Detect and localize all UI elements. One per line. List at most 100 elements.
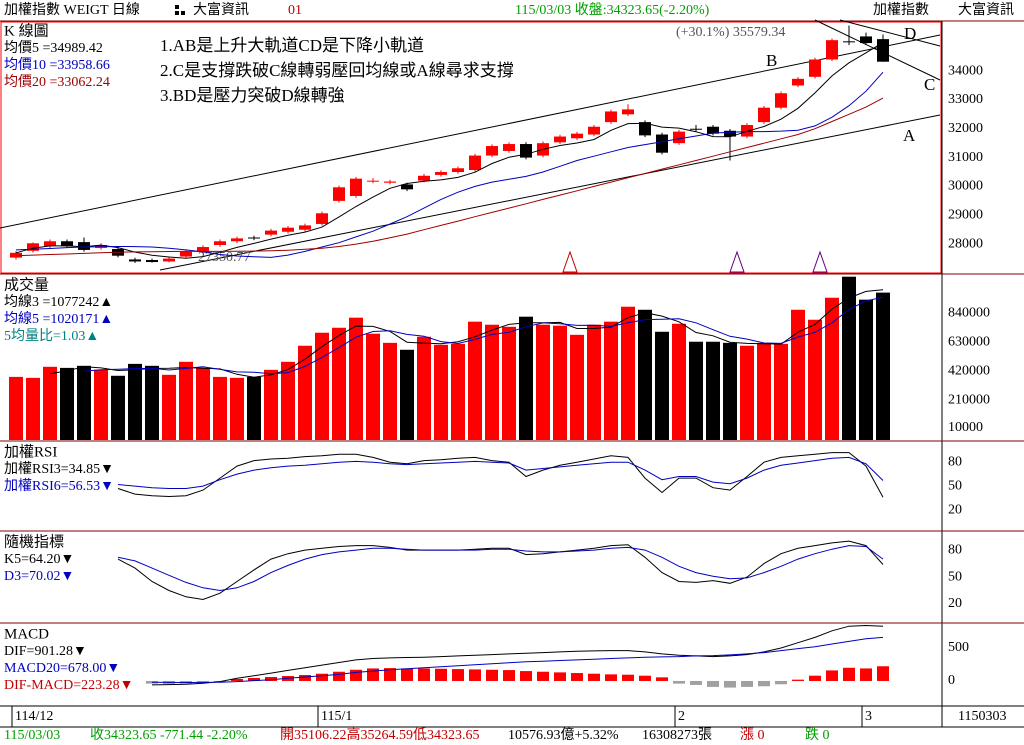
volume-bar: [740, 345, 754, 440]
macd-bar: [469, 669, 481, 681]
legend-entry: 加權RSI3=34.85▼: [4, 461, 114, 477]
macd-bar: [605, 674, 617, 681]
legend-entry: 加權RSI6=56.53▼: [4, 478, 114, 494]
volume-bar: [315, 332, 329, 440]
footer-down: 跌 0: [805, 727, 830, 743]
legend-entry: 均線3 =1077242▲: [4, 294, 113, 310]
line-label: A: [903, 126, 916, 145]
y-tick-label: 50: [948, 478, 962, 493]
header-vendor: 大富資訊: [193, 1, 249, 18]
candle-body: [503, 144, 515, 151]
volume-bar: [230, 377, 244, 440]
macd-bar: [690, 680, 702, 685]
candle-body: [316, 213, 328, 224]
volume-bar: [587, 324, 601, 440]
candle-body: [588, 126, 600, 135]
panel-title: 成交量: [4, 275, 49, 293]
volume-bar: [43, 366, 57, 440]
icon: [175, 11, 179, 15]
legend-entry: 均價5 =34989.42: [4, 39, 103, 56]
volume-bar: [179, 361, 193, 440]
candle-body: [333, 187, 345, 201]
x-last-label: 1150303: [958, 709, 1006, 724]
y-tick-label: 30000: [948, 179, 983, 194]
footer-up: 漲 0: [740, 727, 765, 743]
candle-body: [724, 130, 736, 137]
candle-body: [163, 258, 175, 262]
legend-entry: 5均量比=1.03▲: [4, 328, 99, 344]
macd-bar: [639, 675, 651, 681]
candle-body: [792, 78, 804, 86]
volume-bar: [298, 345, 312, 440]
candle-body: [265, 230, 277, 235]
y-tick-label: 20: [948, 502, 962, 517]
macd-bar: [673, 680, 685, 684]
candle-body: [384, 181, 396, 183]
y-tick-label: 210000: [948, 392, 990, 407]
volume-bar: [434, 344, 448, 440]
candle-body: [775, 93, 787, 108]
panel-title: 隨機指標: [4, 533, 64, 550]
volume-bar: [655, 331, 669, 440]
y-tick-label: 500: [948, 640, 969, 655]
candle-body: [571, 133, 583, 139]
y-tick-label: 31000: [948, 150, 983, 165]
volume-bar: [672, 323, 686, 440]
volume-bar: [757, 342, 771, 440]
x-tick-label: 3: [865, 709, 872, 724]
indicator-line: [15, 71, 884, 258]
y-tick-label: 50: [948, 569, 962, 584]
indicator-line: [117, 456, 884, 489]
volume-bar: [332, 327, 346, 440]
trend-line-d: [839, 19, 941, 47]
volume-bar: [570, 334, 584, 440]
volume-bar: [366, 333, 380, 440]
footer-amount: 10576.93億+5.32%: [508, 727, 619, 743]
volume-bar: [247, 376, 261, 440]
candle-body: [673, 131, 685, 144]
footer-date: 115/03/03: [4, 728, 60, 743]
icon: [181, 11, 185, 15]
legend-entry: 均價20 =33062.24: [4, 73, 110, 90]
y-tick-label: 840000: [948, 305, 990, 320]
volume-bar: [638, 309, 652, 440]
volume-bar: [689, 341, 703, 440]
header-right-vendor: 大富資訊: [958, 1, 1014, 18]
candle-body: [27, 243, 39, 251]
volume-bar: [468, 321, 482, 440]
candle-body: [843, 41, 855, 43]
indicator-line: [117, 540, 884, 601]
macd-bar: [571, 673, 583, 681]
macd-bar: [435, 668, 447, 681]
macd-bar: [231, 678, 243, 681]
high-label: (+30.1%) 35579.34: [676, 25, 785, 40]
candle-body: [707, 126, 719, 134]
annotation: 3.BD是壓力突破D線轉強: [160, 86, 345, 105]
candle-body: [741, 124, 753, 137]
macd-bar: [350, 669, 362, 681]
volume-bar: [145, 365, 159, 440]
macd-bar: [724, 680, 736, 688]
macd-bar: [316, 673, 328, 681]
y-tick-label: 29000: [948, 208, 983, 223]
candle-body: [639, 122, 651, 136]
macd-bar: [248, 678, 260, 681]
candle-body: [146, 260, 158, 263]
annotation: 1.AB是上升大軌道CD是下降小軌道: [160, 36, 424, 55]
macd-bar: [486, 669, 498, 681]
indicator-line: [15, 42, 884, 259]
icon: [175, 5, 179, 9]
y-tick-label: 630000: [948, 334, 990, 349]
macd-bar: [333, 671, 345, 681]
candle-body: [418, 175, 430, 181]
volume-bar: [706, 341, 720, 440]
footer-volume: 16308273張: [642, 728, 712, 743]
volume-bar: [417, 336, 431, 440]
legend-entry: K5=64.20▼: [4, 552, 74, 567]
macd-bar: [843, 667, 855, 681]
x-tick-label: 114/12: [15, 709, 53, 724]
footer-ohl: 開35106.22高35264.59低34323.65: [280, 726, 480, 743]
macd-bar: [265, 677, 277, 681]
volume-bar: [196, 367, 210, 440]
